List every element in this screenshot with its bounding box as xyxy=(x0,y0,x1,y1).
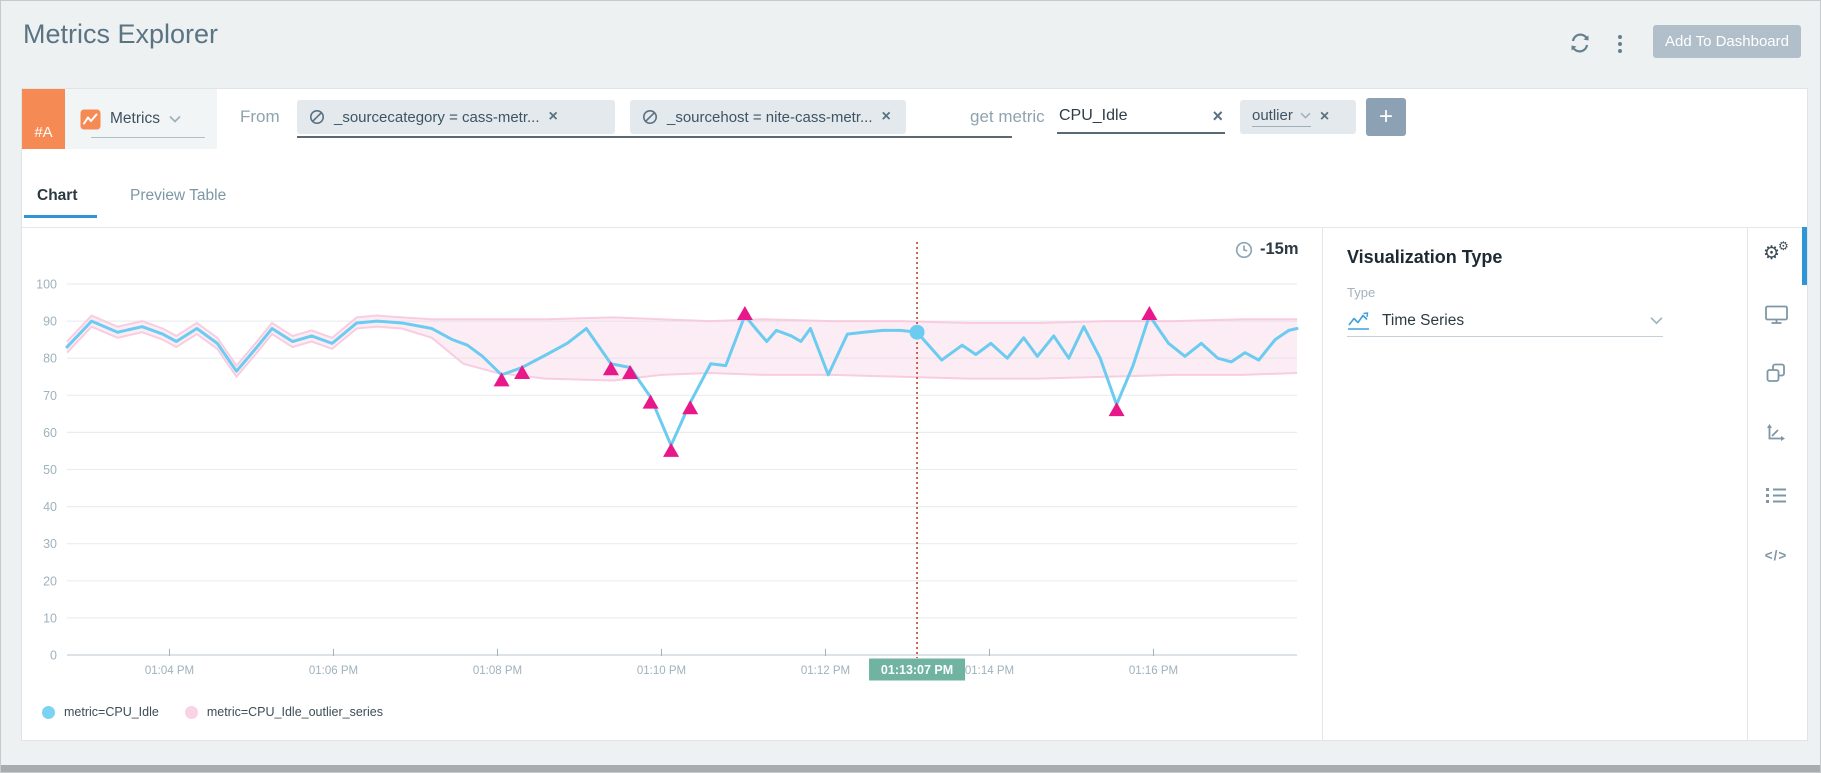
add-to-dashboard-button[interactable]: Add To Dashboard xyxy=(1653,25,1801,58)
chevron-down-icon xyxy=(1300,112,1311,119)
time-series-icon xyxy=(1348,311,1369,330)
filter-input-underline[interactable] xyxy=(297,136,1012,138)
chart-legend: metric=CPU_Idle metric=CPU_Idle_outlier_… xyxy=(42,705,383,719)
page-title: Metrics Explorer xyxy=(23,19,219,49)
chevron-down-icon xyxy=(169,115,181,123)
plus-icon: + xyxy=(1378,103,1393,130)
filter-chip-sourcehost[interactable]: _sourcehost = nite-cass-metr... × xyxy=(630,100,906,134)
kebab-menu-icon xyxy=(1618,35,1622,39)
panel-divider xyxy=(1747,227,1748,740)
legend-label: metric=CPU_Idle xyxy=(64,705,159,719)
metrics-type-dropdown[interactable]: Metrics xyxy=(65,89,217,149)
filter-chip-sourcecategory[interactable]: _sourcecategory = cass-metr... × xyxy=(297,100,615,134)
display-settings-button[interactable] xyxy=(1757,299,1795,331)
legend-label: metric=CPU_Idle_outlier_series xyxy=(206,705,383,719)
svg-text:0: 0 xyxy=(50,649,57,663)
metric-input[interactable]: CPU_Idle × xyxy=(1057,100,1225,134)
series-color-dot xyxy=(42,705,55,719)
panel-divider xyxy=(22,227,1807,228)
type-label: Type xyxy=(1347,285,1376,300)
from-label: From xyxy=(240,107,280,126)
svg-text:10: 10 xyxy=(43,611,57,625)
visualization-type-dropdown[interactable]: Time Series xyxy=(1347,305,1663,337)
query-card: #A Metrics From _sourcecategory = cass-m… xyxy=(21,88,1808,741)
query-row-badge: #A xyxy=(22,89,65,149)
legend-item-outlier-series[interactable]: metric=CPU_Idle_outlier_series xyxy=(184,705,383,719)
axes-settings-button[interactable] xyxy=(1757,417,1795,449)
active-tool-indicator xyxy=(1802,227,1807,285)
monitor-icon xyxy=(1764,305,1788,324)
svg-text:01:06 PM: 01:06 PM xyxy=(309,665,358,677)
axes-icon xyxy=(1767,424,1785,441)
svg-text:60: 60 xyxy=(43,426,57,440)
svg-text:01:04 PM: 01:04 PM xyxy=(145,665,194,677)
panel-divider xyxy=(1322,227,1323,740)
tab-chart[interactable]: Chart xyxy=(37,187,78,204)
filter-chip-text: _sourcehost = nite-cass-metr... xyxy=(667,108,873,126)
metric-value: CPU_Idle xyxy=(1059,107,1128,124)
svg-text:01:14 PM: 01:14 PM xyxy=(965,665,1014,677)
window-bottom-edge xyxy=(1,765,1820,772)
no-entry-icon xyxy=(643,110,657,124)
add-operator-button[interactable]: + xyxy=(1366,98,1406,136)
svg-text:01:12 PM: 01:12 PM xyxy=(801,665,850,677)
legend-settings-button[interactable] xyxy=(1757,479,1795,511)
operator-chip-outlier[interactable]: outlier × xyxy=(1240,100,1356,134)
clock-icon xyxy=(1235,241,1253,258)
svg-text:01:10 PM: 01:10 PM xyxy=(637,665,686,677)
duplicate-button[interactable] xyxy=(1757,357,1795,389)
visualization-type-title: Visualization Type xyxy=(1347,247,1503,267)
time-range-indicator[interactable]: -15m xyxy=(1235,240,1299,259)
clear-metric-icon[interactable]: × xyxy=(1212,106,1223,126)
legend-item-cpu-idle[interactable]: metric=CPU_Idle xyxy=(42,705,159,719)
metrics-type-label: Metrics xyxy=(110,110,160,127)
svg-text:40: 40 xyxy=(43,500,57,514)
svg-text:01:16 PM: 01:16 PM xyxy=(1129,665,1178,677)
series-color-dot xyxy=(184,705,198,719)
svg-text:50: 50 xyxy=(43,463,57,477)
remove-filter-icon[interactable]: × xyxy=(548,108,558,125)
svg-text:30: 30 xyxy=(43,537,57,551)
svg-text:100: 100 xyxy=(36,278,57,292)
svg-text:01:13:07 PM: 01:13:07 PM xyxy=(881,663,953,677)
time-range-value: -15m xyxy=(1260,240,1299,258)
remove-filter-icon[interactable]: × xyxy=(881,108,891,125)
query-code-button[interactable]: </> xyxy=(1757,539,1795,571)
get-metric-label: get metric xyxy=(970,107,1045,126)
metrics-time-series-chart[interactable]: 0 10 20 30 40 50 60 70 80 90 100 01:04 PM 01:06 PM 01… xyxy=(22,227,1322,699)
chart-settings-button[interactable]: ⚙ ⚙ xyxy=(1757,237,1795,269)
metrics-icon xyxy=(80,109,101,129)
tab-preview-table[interactable]: Preview Table xyxy=(130,187,227,204)
code-icon: </> xyxy=(1764,547,1788,563)
no-entry-icon xyxy=(310,110,324,124)
kebab-menu-button[interactable] xyxy=(1611,31,1629,57)
operator-label: outlier xyxy=(1252,107,1293,124)
active-tab-underline xyxy=(24,215,97,218)
svg-text:70: 70 xyxy=(43,389,57,403)
filter-chip-text: _sourcecategory = cass-metr... xyxy=(334,108,540,126)
svg-text:01:08 PM: 01:08 PM xyxy=(473,665,522,677)
settings-gears-icon: ⚙ ⚙ xyxy=(1763,239,1789,264)
refresh-icon xyxy=(1571,33,1589,53)
copy-icon xyxy=(1766,363,1785,382)
svg-text:80: 80 xyxy=(43,352,57,366)
legend-list-icon xyxy=(1766,488,1786,503)
refresh-button[interactable] xyxy=(1567,30,1593,56)
visualization-type-value: Time Series xyxy=(1382,311,1465,329)
svg-text:90: 90 xyxy=(43,315,57,329)
remove-operator-icon[interactable]: × xyxy=(1319,108,1330,125)
chevron-down-icon xyxy=(1650,317,1663,325)
svg-text:20: 20 xyxy=(43,574,57,588)
